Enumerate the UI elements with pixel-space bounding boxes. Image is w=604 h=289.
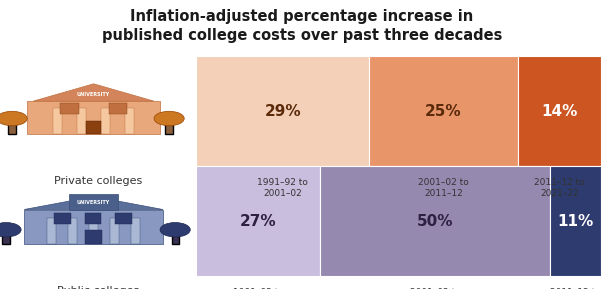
FancyBboxPatch shape xyxy=(54,213,71,224)
Text: Private colleges: Private colleges xyxy=(54,176,143,186)
Circle shape xyxy=(0,223,21,237)
Text: 2011–12 to
2021–22: 2011–12 to 2021–22 xyxy=(550,288,601,289)
FancyBboxPatch shape xyxy=(2,233,10,244)
Text: 1991–92 to
2001–02: 1991–92 to 2001–02 xyxy=(257,178,308,198)
FancyBboxPatch shape xyxy=(69,194,118,210)
FancyBboxPatch shape xyxy=(68,218,77,244)
Polygon shape xyxy=(24,197,163,210)
Text: UNIVERSITY: UNIVERSITY xyxy=(77,92,111,97)
Polygon shape xyxy=(33,84,154,101)
Text: 1991–92 to
2001–02: 1991–92 to 2001–02 xyxy=(233,288,284,289)
FancyBboxPatch shape xyxy=(369,56,518,166)
FancyBboxPatch shape xyxy=(125,108,134,134)
FancyBboxPatch shape xyxy=(110,218,119,244)
FancyBboxPatch shape xyxy=(27,101,160,134)
Text: 27%: 27% xyxy=(240,214,277,229)
Text: 2001–02 to
2011–12: 2001–02 to 2011–12 xyxy=(410,288,461,289)
Text: 2001–02 to
2011–12: 2001–02 to 2011–12 xyxy=(418,178,469,198)
Text: UNIVERSITY: UNIVERSITY xyxy=(77,199,111,205)
FancyBboxPatch shape xyxy=(86,121,101,134)
FancyBboxPatch shape xyxy=(53,108,62,134)
FancyBboxPatch shape xyxy=(109,103,127,114)
FancyBboxPatch shape xyxy=(24,210,163,244)
FancyBboxPatch shape xyxy=(60,103,79,114)
FancyBboxPatch shape xyxy=(165,123,173,134)
Text: 29%: 29% xyxy=(265,104,301,119)
Text: 2011–12 to
2021–22: 2011–12 to 2021–22 xyxy=(534,178,585,198)
FancyBboxPatch shape xyxy=(85,213,101,224)
FancyBboxPatch shape xyxy=(85,230,102,244)
FancyBboxPatch shape xyxy=(518,56,601,166)
FancyBboxPatch shape xyxy=(101,108,110,134)
Circle shape xyxy=(160,223,190,237)
FancyBboxPatch shape xyxy=(115,213,132,224)
FancyBboxPatch shape xyxy=(550,166,601,276)
FancyBboxPatch shape xyxy=(196,166,321,276)
FancyBboxPatch shape xyxy=(131,218,140,244)
FancyBboxPatch shape xyxy=(8,123,16,134)
Text: 14%: 14% xyxy=(541,104,577,119)
Circle shape xyxy=(154,111,184,126)
Text: 11%: 11% xyxy=(557,214,594,229)
FancyBboxPatch shape xyxy=(321,166,550,276)
FancyBboxPatch shape xyxy=(47,218,56,244)
FancyBboxPatch shape xyxy=(172,233,179,244)
FancyBboxPatch shape xyxy=(196,56,369,166)
FancyBboxPatch shape xyxy=(77,108,86,134)
FancyBboxPatch shape xyxy=(89,218,98,244)
Text: Inflation-adjusted percentage increase in
published college costs over past thre: Inflation-adjusted percentage increase i… xyxy=(102,9,502,43)
Circle shape xyxy=(0,111,27,126)
Text: 25%: 25% xyxy=(425,104,461,119)
Text: 50%: 50% xyxy=(417,214,454,229)
Text: Public colleges: Public colleges xyxy=(57,286,140,289)
